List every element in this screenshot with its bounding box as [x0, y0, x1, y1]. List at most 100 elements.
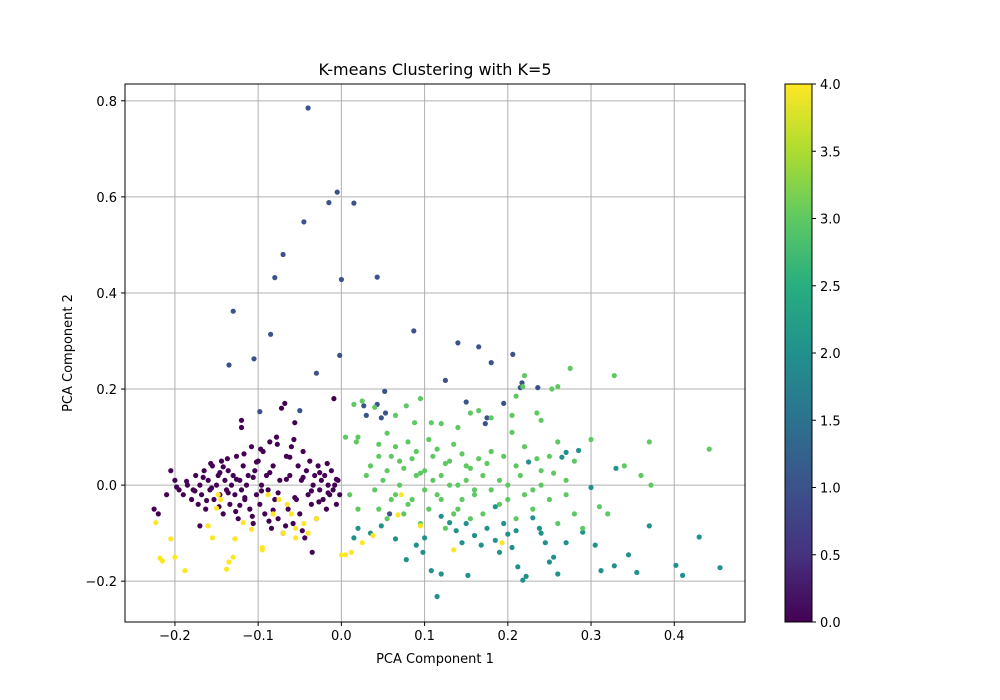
scatter-point-cluster-3: [463, 477, 469, 483]
colorbar-tick-label: 2.0: [820, 347, 841, 362]
scatter-point-cluster-3: [571, 458, 578, 464]
scatter-point-cluster-3: [430, 477, 436, 483]
colorbar-tick-label: 1.0: [820, 482, 841, 497]
scatter-point-cluster-2: [378, 523, 384, 529]
scatter-point-cluster-0: [270, 463, 276, 469]
scatter-point-cluster-0: [324, 460, 330, 467]
scatter-point-cluster-0: [283, 476, 289, 482]
scatter-point-cluster-3: [648, 482, 654, 488]
scatter-point-cluster-3: [384, 516, 390, 522]
colorbar-tick-label: 0.5: [820, 549, 841, 564]
scatter-point-cluster-1: [334, 189, 340, 195]
y-tick-label: 0.6: [96, 191, 117, 206]
scatter-point-cluster-3: [380, 477, 386, 483]
scatter-point-cluster-0: [312, 472, 318, 479]
plot-frame: [124, 83, 746, 623]
scatter-point-cluster-3: [476, 456, 482, 462]
scatter-point-cluster-2: [351, 535, 357, 541]
x-axis-label: PCA Component 1: [376, 652, 494, 667]
scatter-point-cluster-2: [420, 549, 426, 555]
scatter-point-cluster-4: [451, 547, 457, 553]
scatter-point-cluster-2: [598, 568, 604, 574]
scatter-point-cluster-3: [392, 444, 399, 450]
scatter-point-cluster-1: [297, 408, 303, 414]
scatter-point-cluster-4: [398, 492, 404, 498]
scatter-point-cluster-0: [275, 490, 281, 496]
scatter-point-cluster-0: [220, 464, 226, 470]
scatter-point-cluster-3: [509, 412, 515, 418]
scatter-point-cluster-0: [283, 523, 289, 529]
scatter-point-cluster-2: [496, 549, 503, 555]
scatter-point-cluster-3: [403, 403, 409, 409]
scatter-point-cluster-1: [351, 200, 357, 206]
scatter-point-cluster-2: [717, 565, 723, 571]
scatter-point-cluster-2: [646, 523, 652, 529]
scatter-point-cluster-4: [293, 535, 299, 541]
scatter-point-cluster-3: [471, 492, 478, 498]
colorbar-tick-label: 3.0: [820, 213, 841, 228]
scatter-point-cluster-2: [463, 520, 469, 527]
scatter-point-cluster-3: [451, 511, 457, 517]
scatter-point-cluster-0: [287, 472, 293, 479]
scatter-point-cluster-0: [233, 508, 239, 515]
scatter-point-cluster-4: [218, 496, 224, 503]
scatter-point-cluster-4: [230, 554, 236, 560]
scatter-point-cluster-2: [542, 540, 548, 546]
scatter-point-cluster-0: [258, 446, 264, 452]
scatter-point-cluster-0: [278, 405, 285, 411]
scatter-point-cluster-1: [463, 399, 469, 405]
scatter-point-cluster-0: [290, 520, 296, 527]
scatter-point-cluster-3: [409, 456, 415, 462]
scatter-point-cluster-0: [285, 506, 291, 512]
scatter-point-cluster-2: [438, 513, 444, 519]
scatter-point-cluster-1: [482, 421, 488, 427]
scatter-point-cluster-3: [646, 439, 652, 445]
scatter-point-cluster-3: [496, 477, 503, 483]
scatter-point-cluster-0: [189, 496, 195, 503]
scatter-point-cluster-2: [465, 572, 471, 579]
scatter-point-cluster-3: [517, 472, 523, 479]
scatter-point-cluster-1: [510, 351, 516, 357]
scatter-point-cluster-0: [203, 506, 209, 512]
scatter-point-cluster-2: [513, 528, 519, 534]
scatter-point-cluster-2: [501, 520, 507, 527]
scatter-point-cluster-3: [538, 468, 544, 474]
scatter-point-cluster-0: [209, 485, 215, 491]
scatter-point-cluster-2: [515, 564, 521, 570]
scatter-point-cluster-2: [555, 571, 561, 577]
scatter-point-cluster-4: [213, 505, 220, 511]
scatter-point-cluster-0: [287, 454, 293, 460]
scatter-point-cluster-1: [442, 377, 448, 383]
scatter-point-cluster-0: [208, 460, 214, 467]
scatter-point-cluster-3: [488, 487, 494, 493]
scatter-point-cluster-0: [315, 463, 321, 469]
scatter-point-cluster-3: [405, 501, 411, 507]
scatter-point-cluster-0: [180, 492, 186, 498]
scatter-point-cluster-1: [501, 400, 507, 406]
scatter-point-cluster-3: [563, 477, 569, 483]
gridlines: [125, 84, 745, 622]
scatter-point-cluster-3: [471, 487, 478, 493]
scatter-point-cluster-1: [382, 388, 388, 394]
scatter-point-cluster-3: [706, 446, 712, 452]
scatter-point-cluster-2: [546, 559, 553, 565]
scatter-point-cluster-2: [536, 525, 543, 531]
scatter-point-cluster-0: [258, 488, 265, 494]
scatter-point-cluster-0: [299, 528, 305, 534]
scatter-point-cluster-3: [447, 482, 453, 488]
scatter-point-cluster-2: [422, 535, 428, 541]
scatter-point-cluster-0: [303, 468, 309, 474]
scatter-point-cluster-0: [258, 482, 265, 488]
scatter-point-cluster-0: [241, 451, 247, 457]
x-tick-label: 0.3: [581, 629, 602, 644]
scatter-point-cluster-3: [467, 465, 473, 471]
scatter-point-cluster-1: [411, 328, 417, 334]
x-tick-label: −0.1: [242, 629, 274, 644]
scatter-point-cluster-0: [257, 501, 263, 507]
scatter-point-cluster-3: [476, 408, 482, 414]
scatter-point-cluster-0: [302, 535, 308, 541]
scatter-point-cluster-3: [355, 434, 361, 440]
scatter-point-cluster-0: [288, 444, 294, 450]
scatter-point-cluster-0: [308, 501, 314, 507]
